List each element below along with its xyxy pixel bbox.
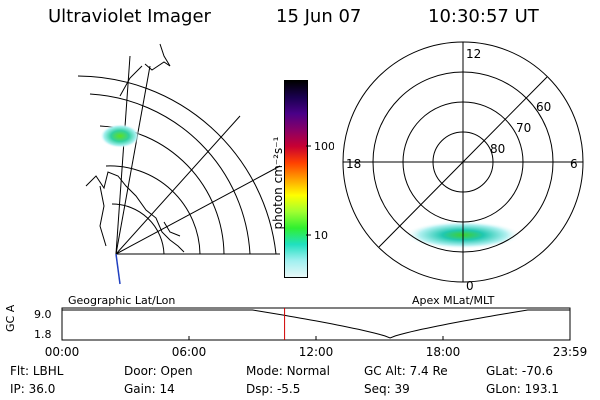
orbit-xtick-label: 06:00 bbox=[172, 345, 207, 359]
status-item: Mode: Normal bbox=[246, 364, 330, 378]
status-key: IP: bbox=[10, 382, 29, 396]
instrument-title: Ultraviolet Imager bbox=[48, 6, 211, 27]
status-key: Flt: bbox=[10, 364, 33, 378]
colorbar bbox=[284, 80, 308, 278]
orbit-xtick-label: 12:00 bbox=[299, 345, 334, 359]
status-key: Seq: bbox=[364, 382, 395, 396]
colorbar-tick: 100 bbox=[314, 140, 334, 153]
time-label: 10:30:57 UT bbox=[428, 6, 539, 27]
status-item: Dsp: -5.5 bbox=[246, 382, 300, 396]
status-item: Seq: 39 bbox=[364, 382, 410, 396]
colorbar-label: photon cm⁻²s⁻¹ bbox=[271, 136, 285, 230]
orbit-xtick-label: 00:00 bbox=[45, 345, 80, 359]
status-item: GC Alt: 7.4 Re bbox=[364, 364, 448, 378]
status-key: Door: bbox=[124, 364, 161, 378]
status-item: GLat: -70.6 bbox=[486, 364, 553, 378]
orbit-xtick-label: 18:00 bbox=[426, 345, 461, 359]
colorbar-axis: 100 10 bbox=[306, 140, 334, 242]
status-key: Dsp: bbox=[246, 382, 277, 396]
status-key: GC Alt: bbox=[364, 364, 410, 378]
orbit-ylabel: GC Alt bbox=[4, 304, 17, 332]
status-value: 39 bbox=[394, 382, 410, 396]
status-value: 36.0 bbox=[28, 382, 56, 396]
status-item: Gain: 14 bbox=[124, 382, 175, 396]
status-value: -5.5 bbox=[276, 382, 301, 396]
orbit-ytick: 1.8 bbox=[34, 328, 52, 341]
right-map-caption: Apex MLat/MLT bbox=[412, 294, 495, 307]
date-label: 15 Jun 07 bbox=[276, 6, 362, 27]
status-value: Normal bbox=[286, 364, 330, 378]
mlt-label-12: 12 bbox=[466, 47, 481, 61]
lat-label-70: 70 bbox=[516, 121, 531, 135]
geographic-map bbox=[77, 43, 280, 285]
orbit-ytick: 9.0 bbox=[34, 308, 52, 321]
polar-plot: 12 18 6 0 60 70 80 bbox=[342, 41, 584, 293]
status-item: Door: Open bbox=[124, 364, 193, 378]
status-key: GLon: bbox=[486, 382, 525, 396]
status-key: Gain: bbox=[124, 382, 160, 396]
orbit-plot: GC Alt 9.0 1.8 00:00 06:00 12:00 18:00 23:59 bbox=[4, 304, 588, 359]
mlt-label-0: 0 bbox=[466, 279, 474, 293]
mlt-label-18: 18 bbox=[346, 157, 361, 171]
lat-label-80: 80 bbox=[490, 142, 505, 156]
status-key: Mode: bbox=[246, 364, 287, 378]
orbit-altitude-curve bbox=[62, 309, 570, 339]
status-value: -70.6 bbox=[521, 364, 553, 378]
status-key: GLat: bbox=[486, 364, 522, 378]
lat-label-60: 60 bbox=[536, 100, 551, 114]
orbit-xtick-label: 23:59 bbox=[553, 345, 588, 359]
mlt-label-6: 6 bbox=[570, 157, 578, 171]
status-item: IP: 36.0 bbox=[10, 382, 55, 396]
colorbar-tick: 10 bbox=[314, 229, 328, 242]
status-value: 193.1 bbox=[524, 382, 559, 396]
status-value: LBHL bbox=[32, 364, 64, 378]
status-value: Open bbox=[160, 364, 193, 378]
status-item: Flt: LBHL bbox=[10, 364, 63, 378]
status-item: GLon: 193.1 bbox=[486, 382, 559, 396]
status-value: 14 bbox=[159, 382, 175, 396]
status-value: 7.4 Re bbox=[409, 364, 448, 378]
left-map-caption: Geographic Lat/Lon bbox=[68, 294, 176, 307]
